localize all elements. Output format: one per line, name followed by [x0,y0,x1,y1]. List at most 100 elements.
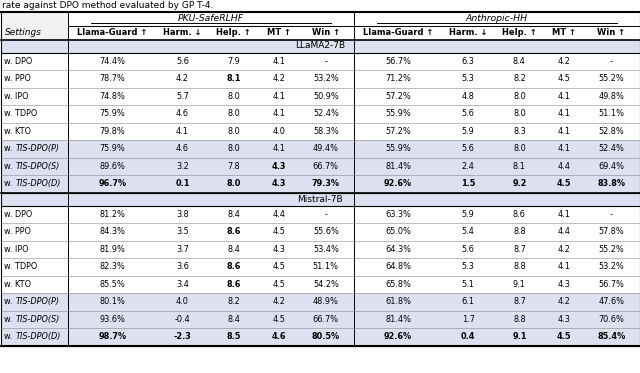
Text: 5.6: 5.6 [461,245,474,254]
Text: w.: w. [4,144,15,153]
Text: 63.3%: 63.3% [385,210,411,219]
Bar [1,157,639,175]
Text: 3.2: 3.2 [176,162,189,171]
Text: 8.4: 8.4 [227,245,240,254]
Bar [1,258,639,276]
Text: 4.5: 4.5 [272,262,285,271]
Text: 4.2: 4.2 [558,57,571,66]
Bar [1,0,639,12]
Text: 8.4: 8.4 [227,315,240,324]
Text: Settings: Settings [4,28,42,37]
Text: 78.7%: 78.7% [100,74,125,83]
Text: 89.6%: 89.6% [99,162,125,171]
Text: 54.2%: 54.2% [313,280,339,289]
Text: 0.1: 0.1 [175,179,189,188]
Text: 8.2: 8.2 [227,297,240,306]
Text: 4.5: 4.5 [557,179,572,188]
Text: 4.2: 4.2 [272,74,285,83]
Text: 65.8%: 65.8% [385,280,411,289]
Text: 52.4%: 52.4% [598,144,625,153]
Text: 1.7: 1.7 [461,315,474,324]
Text: 4.1: 4.1 [558,127,571,136]
Text: 5.7: 5.7 [176,92,189,101]
Text: 55.2%: 55.2% [598,245,625,254]
Text: 8.7: 8.7 [513,245,526,254]
Text: 96.7%: 96.7% [99,179,127,188]
Text: 53.2%: 53.2% [313,74,339,83]
Text: w.: w. [4,297,15,306]
Text: 5.6: 5.6 [461,109,474,118]
Text: 48.9%: 48.9% [313,297,339,306]
Text: 5.9: 5.9 [461,210,474,219]
Text: 55.2%: 55.2% [598,74,625,83]
Text: 4.1: 4.1 [558,144,571,153]
Text: 8.0: 8.0 [227,92,240,101]
Text: 57.2%: 57.2% [385,92,411,101]
Text: 8.0: 8.0 [513,92,526,101]
Text: 9.2: 9.2 [512,179,527,188]
Text: 49.4%: 49.4% [313,144,339,153]
Text: 83.8%: 83.8% [598,179,625,188]
Text: 6.3: 6.3 [461,57,474,66]
Text: 8.4: 8.4 [227,210,240,219]
Text: 49.8%: 49.8% [598,92,625,101]
Text: TIS-DPO(D): TIS-DPO(D) [15,179,61,188]
Text: 81.2%: 81.2% [99,210,125,219]
Text: TIS-DPO(S): TIS-DPO(S) [15,315,60,324]
Text: 79.3%: 79.3% [312,179,340,188]
Bar [1,70,639,88]
Text: Llama-Guard ↑: Llama-Guard ↑ [77,28,148,37]
Bar [1,223,639,241]
Text: 52.8%: 52.8% [598,127,625,136]
Text: -2.3: -2.3 [173,332,191,341]
Bar [1,25,68,40]
Text: 4.0: 4.0 [272,127,285,136]
Text: 4.4: 4.4 [272,210,285,219]
Text: 4.1: 4.1 [272,57,285,66]
Text: 8.3: 8.3 [513,127,526,136]
Text: w. DPO: w. DPO [4,57,33,66]
Bar [1,105,639,122]
Text: 8.1: 8.1 [227,74,241,83]
Text: 50.9%: 50.9% [313,92,339,101]
Text: 4.1: 4.1 [558,92,571,101]
Text: 75.9%: 75.9% [100,144,125,153]
Text: 8.8: 8.8 [513,315,526,324]
Text: 8.5: 8.5 [227,332,241,341]
Text: 92.6%: 92.6% [384,179,412,188]
Text: 8.7: 8.7 [513,297,526,306]
Text: 3.5: 3.5 [176,227,189,236]
Text: -: - [610,210,613,219]
Text: 74.8%: 74.8% [99,92,125,101]
Text: 5.3: 5.3 [461,262,474,271]
Bar [1,206,639,223]
Text: 7.9: 7.9 [227,57,240,66]
Text: Win ↑: Win ↑ [598,28,625,37]
Text: 4.1: 4.1 [272,144,285,153]
Text: w. IPO: w. IPO [4,245,29,254]
Text: 65.0%: 65.0% [385,227,411,236]
Text: 4.1: 4.1 [272,109,285,118]
Text: 4.2: 4.2 [558,297,571,306]
Text: 8.6: 8.6 [227,262,241,271]
Text: 8.0: 8.0 [513,109,526,118]
Text: 4.3: 4.3 [271,179,286,188]
Text: 75.9%: 75.9% [100,109,125,118]
Text: 61.8%: 61.8% [385,297,411,306]
Bar [1,53,639,70]
Text: 81.4%: 81.4% [385,162,411,171]
Text: TIS-DPO(P): TIS-DPO(P) [15,297,60,306]
Text: 8.0: 8.0 [227,109,240,118]
Text: 85.4%: 85.4% [597,332,626,341]
Text: 4.3: 4.3 [271,162,286,171]
Text: 1.5: 1.5 [461,179,476,188]
Text: 66.7%: 66.7% [313,315,339,324]
Text: 81.9%: 81.9% [99,245,125,254]
Text: 80.5%: 80.5% [312,332,340,341]
Text: w.: w. [4,315,15,324]
Text: 57.8%: 57.8% [598,227,625,236]
Text: 56.7%: 56.7% [385,57,411,66]
Text: 5.9: 5.9 [461,127,474,136]
Text: 4.5: 4.5 [557,332,572,341]
Text: 92.6%: 92.6% [384,332,412,341]
